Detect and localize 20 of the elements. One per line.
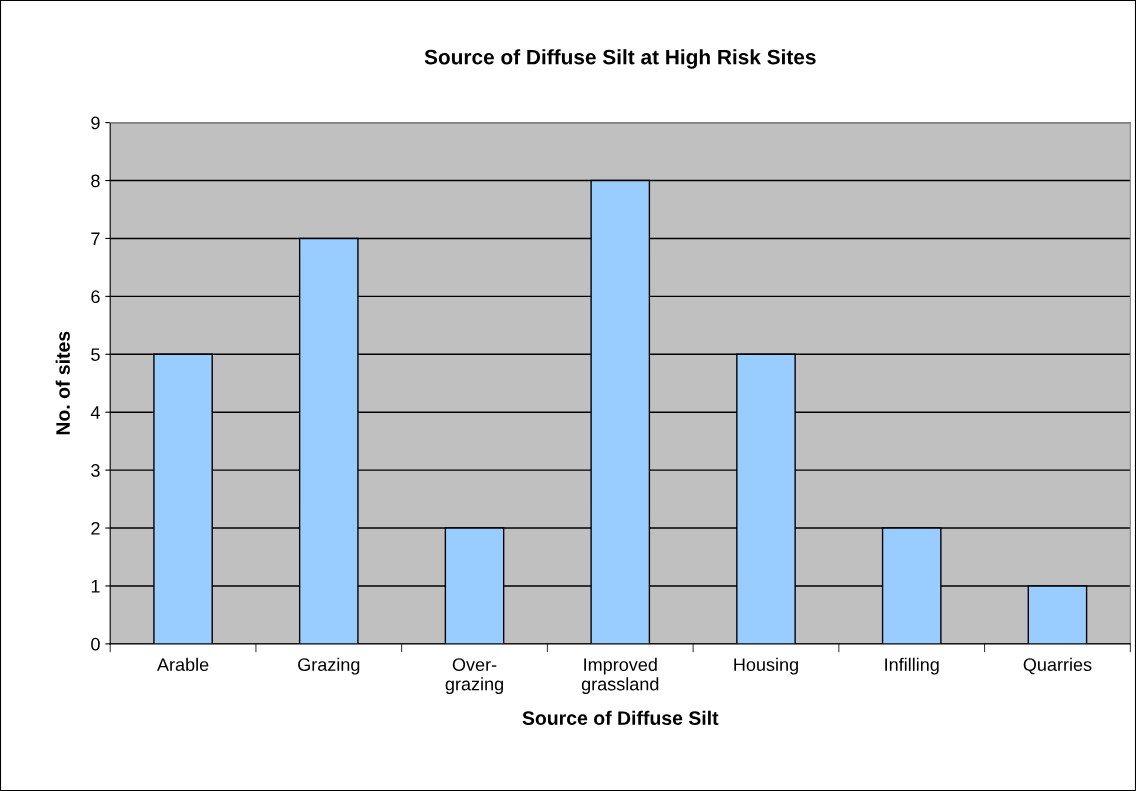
x-tick-label: Housing	[734, 657, 798, 675]
x-tick-label: Infilling	[885, 657, 939, 675]
x-tick-label: Over- grazing	[445, 658, 503, 695]
y-tick-label: 0	[91, 637, 100, 651]
y-tick-label: 6	[91, 290, 100, 304]
y-tick-label: 9	[91, 116, 100, 130]
y-tick-label: 2	[91, 521, 100, 535]
y-axis-title: No. of sites	[55, 331, 70, 435]
chart-title: Source of Diffuse Silt at High Risk Sites	[424, 49, 816, 69]
y-tick-label: 3	[91, 464, 100, 477]
x-tick-label: Quarries	[1023, 657, 1092, 675]
x-axis-title: Source of Diffuse Silt	[522, 710, 719, 725]
y-tick-label: 1	[91, 580, 100, 593]
y-tick-label: 8	[91, 174, 100, 188]
y-tick-label: 5	[91, 348, 100, 361]
x-tick-label: Grazing	[298, 657, 360, 675]
y-tick-label: 7	[91, 232, 100, 245]
x-tick-label: Arable	[157, 657, 209, 672]
x-tick-label: Improved grassland	[581, 657, 659, 695]
y-tick-label: 4	[90, 406, 100, 419]
